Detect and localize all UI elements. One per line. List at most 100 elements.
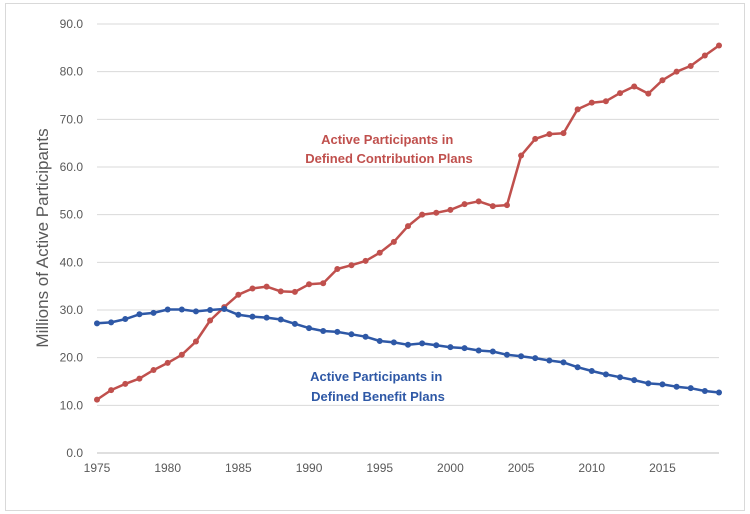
- data-point: [320, 280, 327, 287]
- data-point: [362, 333, 369, 340]
- y-tick-label: 50.0: [60, 208, 84, 222]
- data-point: [588, 368, 595, 375]
- data-point: [405, 341, 411, 348]
- data-point: [277, 288, 284, 295]
- x-tick-label: 1995: [366, 461, 393, 475]
- data-point: [602, 371, 609, 378]
- data-point: [207, 317, 214, 324]
- data-point: [150, 367, 157, 374]
- data-point: [178, 351, 185, 358]
- data-point: [489, 203, 496, 210]
- data-point: [164, 359, 171, 366]
- data-point: [136, 311, 143, 318]
- data-point: [701, 52, 708, 59]
- x-tick-label: 2000: [437, 461, 464, 475]
- x-tick-label: 2005: [508, 461, 535, 475]
- y-tick-label: 70.0: [60, 112, 84, 126]
- x-tick-label: 1985: [225, 461, 252, 475]
- x-tick-label: 1980: [154, 461, 181, 475]
- data-point: [659, 381, 666, 388]
- data-point: [546, 131, 553, 138]
- data-point: [560, 359, 567, 366]
- y-axis-label: Millions of Active Participants: [33, 128, 52, 347]
- data-point: [164, 306, 171, 313]
- data-point: [617, 90, 624, 97]
- data-point: [334, 266, 341, 273]
- data-point: [306, 325, 313, 332]
- data-point: [532, 135, 539, 142]
- x-tick-label: 1975: [84, 461, 111, 475]
- data-point: [136, 375, 143, 382]
- data-point: [235, 291, 242, 298]
- annotation-defined-contribution: Active Participants in Defined Contribut…: [305, 132, 473, 166]
- data-point: [306, 281, 313, 288]
- data-point: [716, 389, 722, 396]
- data-point: [122, 316, 129, 323]
- data-point: [645, 380, 652, 387]
- chart-frame: [5, 3, 745, 511]
- data-point: [503, 351, 510, 358]
- data-point: [433, 209, 440, 216]
- data-point: [108, 387, 115, 394]
- annotation-defined-benefit: Active Participants in Defined Benefit P…: [310, 369, 446, 404]
- data-point: [419, 211, 426, 218]
- data-point: [716, 42, 722, 49]
- annotation-db-line-2: Defined Benefit Plans: [311, 389, 445, 404]
- data-point: [673, 68, 680, 75]
- data-point: [645, 90, 652, 97]
- data-point: [532, 355, 539, 362]
- y-tick-label: 0.0: [66, 446, 83, 460]
- axes: 0.0 10.0 20.0 30.0 40.0 50.0 60.0 70.0 80.0 90.0 1…: [60, 17, 676, 475]
- data-point: [362, 257, 369, 264]
- data-point: [376, 249, 383, 256]
- data-point: [489, 348, 496, 355]
- y-tick-label: 30.0: [60, 303, 84, 317]
- data-point: [588, 99, 595, 106]
- series-0: [94, 42, 722, 403]
- data-point: [291, 320, 298, 327]
- annotation-dc-line-1: Active Participants in: [321, 132, 453, 147]
- data-point: [263, 314, 270, 321]
- data-point: [405, 223, 411, 230]
- data-point: [546, 357, 553, 364]
- data-point: [503, 202, 510, 209]
- data-point: [348, 331, 355, 338]
- y-tick-label: 20.0: [60, 351, 84, 365]
- data-point: [631, 83, 638, 90]
- annotation-dc-line-2: Defined Contribution Plans: [305, 151, 473, 166]
- data-point: [221, 306, 228, 313]
- data-point: [560, 130, 567, 137]
- data-point: [447, 344, 454, 351]
- data-point: [602, 98, 609, 105]
- data-point: [249, 313, 256, 320]
- data-point: [475, 198, 482, 205]
- series: [94, 42, 722, 403]
- x-tick-label: 2010: [578, 461, 605, 475]
- data-point: [518, 353, 525, 360]
- data-point: [235, 311, 242, 318]
- data-point: [334, 328, 341, 335]
- data-point: [390, 238, 397, 245]
- series-1: [94, 306, 722, 396]
- data-point: [419, 340, 426, 347]
- x-tick-label: 2015: [649, 461, 676, 475]
- data-point: [631, 377, 638, 384]
- y-tick-label: 80.0: [60, 65, 84, 79]
- data-point: [673, 383, 680, 390]
- data-point: [178, 306, 185, 313]
- data-point: [701, 388, 708, 395]
- data-point: [94, 396, 100, 403]
- data-point: [207, 307, 214, 313]
- data-point: [122, 380, 129, 387]
- data-point: [376, 337, 383, 344]
- data-point: [320, 327, 327, 334]
- data-point: [447, 206, 454, 213]
- y-tick-label: 10.0: [60, 398, 84, 412]
- data-point: [291, 288, 298, 295]
- y-tick-label: 40.0: [60, 255, 84, 269]
- data-point: [461, 345, 468, 352]
- data-point: [263, 283, 270, 290]
- data-point: [390, 339, 397, 346]
- data-point: [348, 262, 355, 269]
